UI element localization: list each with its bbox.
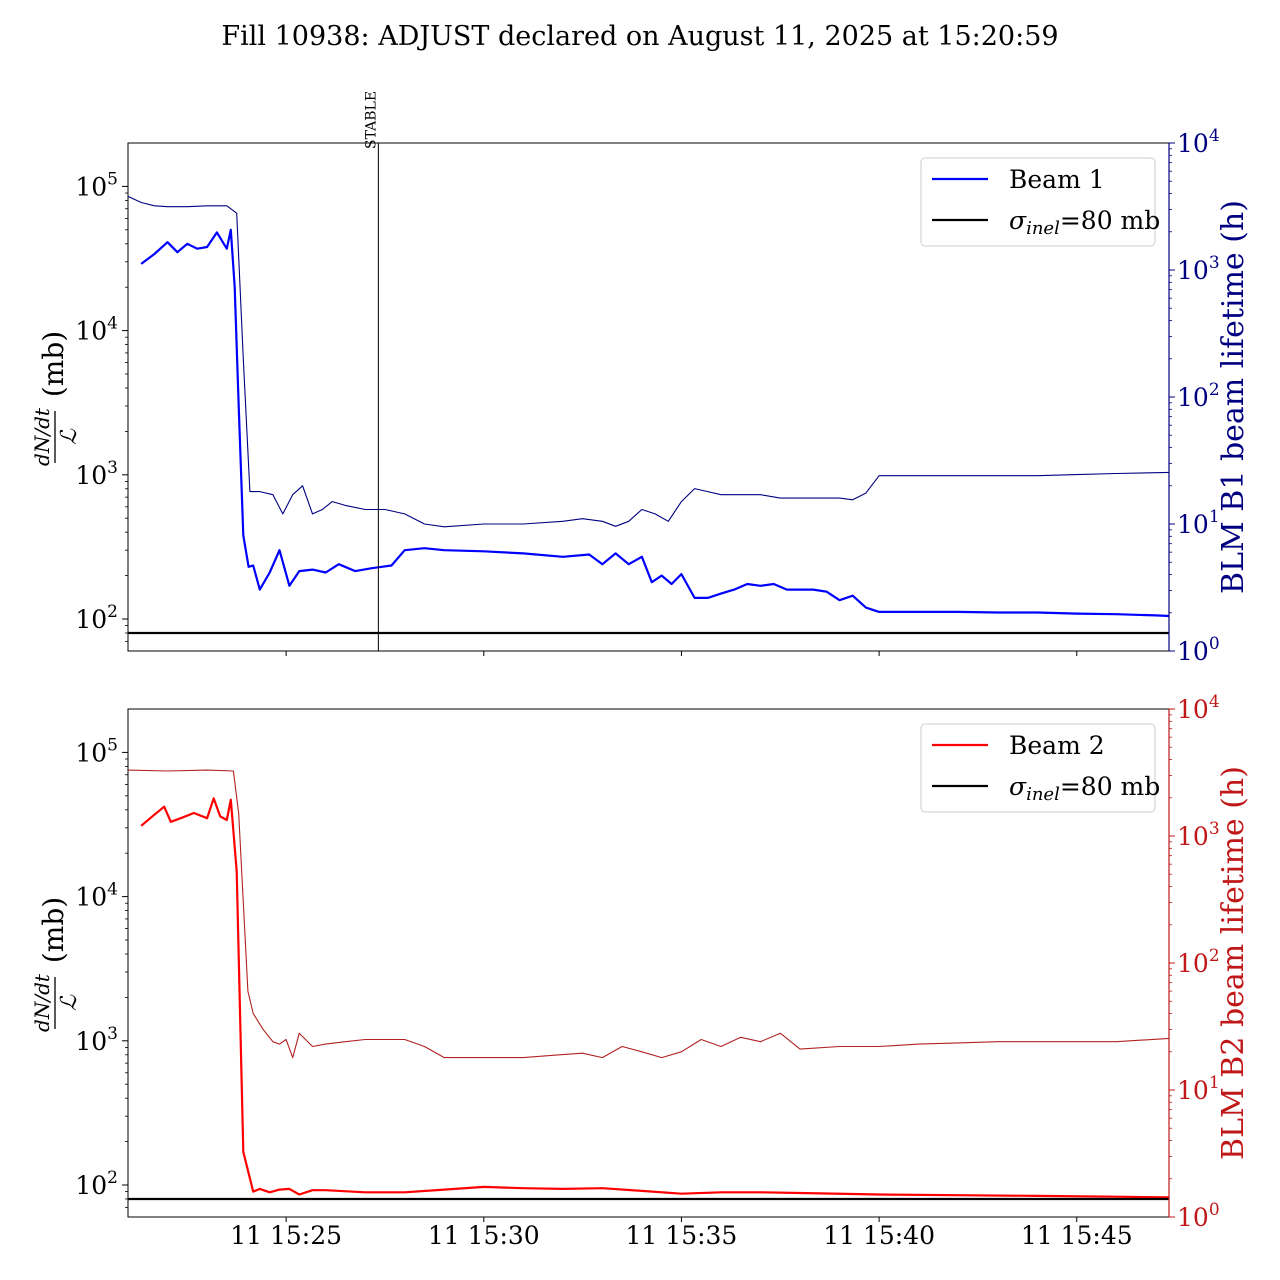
y-right-tick-label: 101 [1177,1073,1220,1105]
y-left-label-denominator: ℒ [57,428,82,445]
x-tick-label: 11 15:45 [1021,1221,1133,1250]
x-tick-label: 11 15:40 [823,1221,935,1250]
y-left-tick-label: 102 [75,602,118,634]
legend: Beam 1 σinel=80 mb [920,157,1160,247]
legend-label-reference: σinel=80 mb [1009,772,1160,805]
y-right-label: BLM B2 beam lifetime (h) [1216,766,1251,1160]
series-line-beam1 [140,228,1169,618]
legend-label-beam2: Beam 2 [1009,731,1105,760]
y-left-tick-label: 103 [75,1024,118,1056]
y-left-label-denominator: ℒ [57,994,82,1011]
panel-beam-2: 11 15:25 11 15:30 11 15:35 11 15:40 11 15:45… [30,692,1251,1250]
y-left-label-numerator: dN/dt [30,973,54,1032]
figure-title: Fill 10938: ADJUST declared on August 11… [221,21,1058,52]
y-left-tick-label: 102 [75,1168,118,1200]
y-left-label-unit: (mb) [37,331,70,397]
y-right-tick-label: 101 [1177,507,1220,539]
series-line-beam1_blm [128,195,1169,528]
series-line-beam2_blm [128,769,1169,1059]
y-right-tick-label: 102 [1177,946,1220,978]
y-right-tick-label: 102 [1177,380,1220,412]
y-right-label: BLM B1 beam lifetime (h) [1216,200,1251,594]
y-left-tick-label: 103 [75,458,118,490]
plot-area [128,195,1169,635]
y-right-tick-label: 100 [1177,634,1220,666]
y-left-label: dN/dt ℒ (mb) [30,331,82,466]
y-left-tick-label: 104 [75,880,118,912]
y-left-label-unit: (mb) [37,897,70,963]
y-left-tick-label: 105 [75,735,118,767]
y-left-label-numerator: dN/dt [30,407,54,466]
y-right-tick-label: 103 [1177,819,1220,851]
y-right-tick-label: 103 [1177,253,1220,285]
x-tick-label: 11 15:35 [626,1221,738,1250]
y-right-tick-label: 100 [1177,1200,1220,1232]
y-right-tick-label: 104 [1177,126,1220,158]
plot-area [128,769,1169,1201]
y-left-tick-label: 104 [75,314,118,346]
x-tick-label: 11 15:25 [230,1221,342,1250]
y-left-label: dN/dt ℒ (mb) [30,897,82,1032]
series-line-beam2 [140,797,1169,1199]
legend-label-beam1: Beam 1 [1009,165,1105,194]
y-right-tick-label: 104 [1177,692,1220,724]
x-tick-label: 11 15:30 [428,1221,540,1250]
y-left-tick-label: 105 [75,169,118,201]
legend-label-reference: σinel=80 mb [1009,206,1160,239]
stable-marker-label: STABLE [363,91,379,149]
panel-beam-1: 102 103 104 105 100 101 102 103 104 BLM B1 beam l… [30,91,1251,666]
legend: Beam 2 σinel=80 mb [920,723,1160,813]
